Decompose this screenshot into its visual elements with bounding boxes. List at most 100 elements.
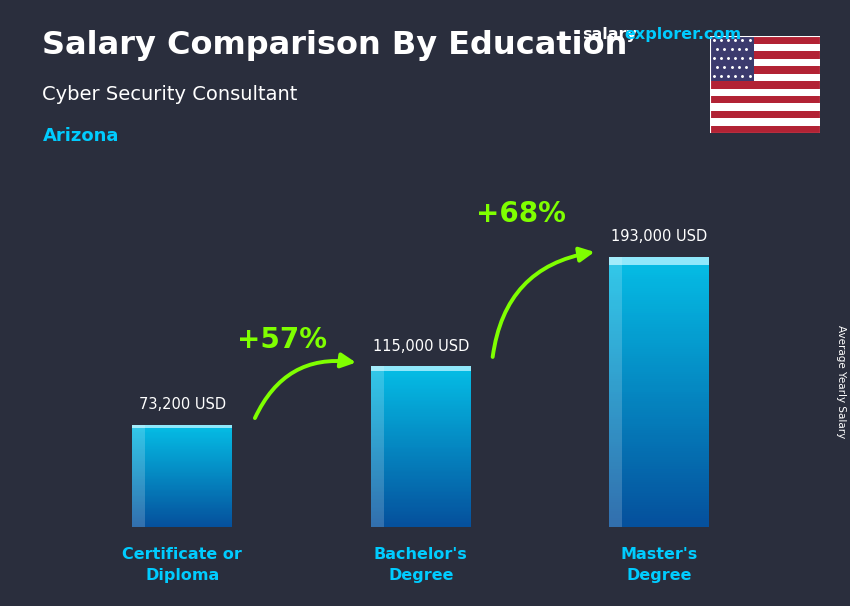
- Bar: [132, 436, 232, 437]
- Bar: [132, 471, 232, 473]
- Bar: [371, 436, 471, 438]
- Bar: [371, 389, 471, 390]
- Bar: [609, 349, 710, 351]
- Bar: [132, 458, 232, 459]
- Bar: [371, 459, 471, 460]
- Bar: [371, 464, 471, 465]
- Bar: [609, 518, 710, 521]
- Bar: [132, 505, 232, 506]
- Bar: [609, 421, 710, 424]
- Bar: [132, 502, 232, 504]
- Bar: [371, 507, 471, 508]
- Bar: [710, 126, 820, 133]
- Bar: [609, 408, 710, 410]
- Bar: [609, 516, 710, 518]
- Bar: [371, 463, 471, 464]
- Bar: [371, 417, 471, 419]
- Bar: [132, 512, 232, 513]
- Bar: [371, 439, 471, 440]
- Bar: [371, 438, 471, 439]
- Bar: [710, 36, 820, 44]
- Bar: [132, 488, 232, 489]
- Bar: [371, 501, 471, 502]
- Text: explorer.com: explorer.com: [625, 27, 742, 42]
- Bar: [132, 476, 232, 477]
- Bar: [710, 44, 820, 52]
- Bar: [609, 525, 710, 527]
- Text: Arizona: Arizona: [42, 127, 119, 145]
- Bar: [609, 462, 710, 464]
- Bar: [609, 523, 710, 525]
- Bar: [371, 367, 471, 369]
- Bar: [609, 482, 710, 484]
- Bar: [371, 460, 471, 461]
- Bar: [132, 425, 145, 527]
- Bar: [609, 405, 710, 408]
- Bar: [609, 374, 710, 376]
- Bar: [609, 459, 710, 462]
- Bar: [132, 481, 232, 482]
- Bar: [371, 465, 471, 467]
- Bar: [371, 445, 471, 447]
- Bar: [609, 399, 710, 401]
- Bar: [609, 419, 710, 421]
- Bar: [132, 433, 232, 434]
- Bar: [371, 379, 471, 381]
- Bar: [710, 111, 820, 118]
- Bar: [609, 363, 710, 365]
- Bar: [371, 447, 471, 448]
- Bar: [609, 424, 710, 426]
- Bar: [609, 435, 710, 437]
- Bar: [132, 474, 232, 475]
- Bar: [371, 398, 471, 400]
- Bar: [132, 459, 232, 460]
- Bar: [371, 490, 471, 491]
- Bar: [132, 425, 232, 427]
- Bar: [371, 410, 471, 412]
- Bar: [609, 361, 710, 363]
- Bar: [710, 74, 820, 81]
- Bar: [609, 351, 710, 354]
- Bar: [132, 438, 232, 439]
- Bar: [371, 504, 471, 506]
- Bar: [132, 492, 232, 493]
- Bar: [132, 461, 232, 462]
- Bar: [371, 468, 471, 470]
- Bar: [132, 464, 232, 465]
- Bar: [132, 425, 232, 428]
- Bar: [132, 445, 232, 446]
- Bar: [371, 454, 471, 456]
- Bar: [132, 525, 232, 527]
- Bar: [609, 444, 710, 446]
- Bar: [371, 397, 471, 398]
- Bar: [132, 473, 232, 474]
- Bar: [132, 448, 232, 450]
- Bar: [710, 59, 820, 66]
- Bar: [371, 470, 471, 471]
- Bar: [132, 489, 232, 490]
- Bar: [609, 484, 710, 487]
- Bar: [371, 480, 471, 482]
- Bar: [371, 386, 471, 388]
- Text: salary: salary: [582, 27, 638, 42]
- Bar: [609, 259, 710, 261]
- Bar: [132, 429, 232, 430]
- Bar: [132, 480, 232, 481]
- Bar: [609, 338, 710, 340]
- Bar: [132, 439, 232, 440]
- Bar: [371, 369, 471, 370]
- Bar: [132, 456, 232, 457]
- Bar: [371, 366, 471, 367]
- Bar: [132, 475, 232, 476]
- Bar: [609, 331, 710, 333]
- Bar: [132, 463, 232, 464]
- Bar: [609, 396, 710, 399]
- Bar: [371, 395, 471, 396]
- Bar: [371, 407, 471, 408]
- Bar: [609, 467, 710, 468]
- Bar: [371, 516, 471, 518]
- Bar: [710, 104, 820, 111]
- Bar: [132, 486, 232, 487]
- Bar: [132, 467, 232, 468]
- Bar: [609, 304, 710, 307]
